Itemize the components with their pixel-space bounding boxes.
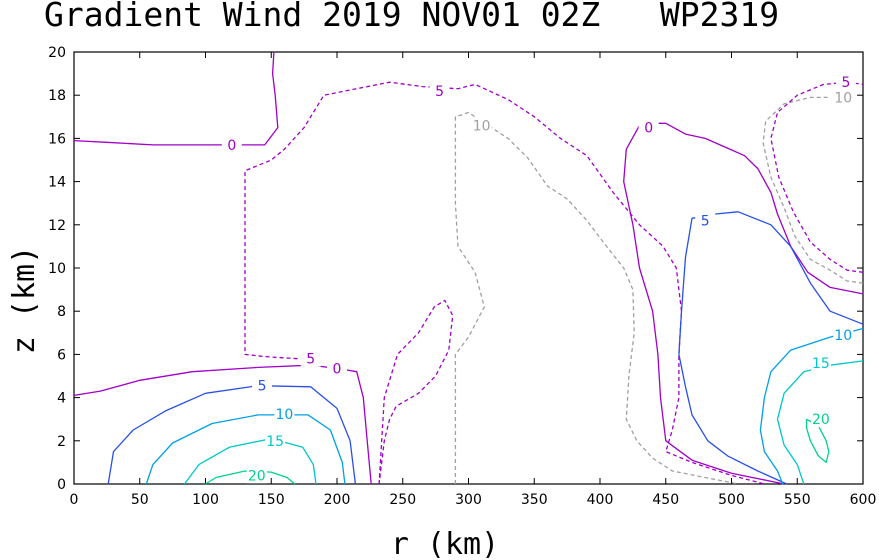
plot-frame <box>73 51 864 485</box>
contour-line <box>454 111 739 485</box>
contour-line <box>770 81 864 273</box>
contour-line <box>678 211 864 485</box>
contour-label: 5 <box>841 75 850 91</box>
x-tick-label: 50 <box>131 492 149 508</box>
x-tick-label: 200 <box>324 492 351 508</box>
y-tick-label: 8 <box>57 304 66 320</box>
contour-label: 10 <box>275 407 293 423</box>
y-tick-label: 6 <box>57 347 66 363</box>
contour-label-bg <box>835 74 856 91</box>
contour-label: 10 <box>473 118 491 134</box>
contour-label: 10 <box>834 328 852 344</box>
contour-label: 0 <box>227 138 236 154</box>
contour-line <box>107 385 357 485</box>
x-tick-label: 0 <box>70 492 79 508</box>
contour-label: 20 <box>248 468 266 484</box>
x-tick-label: 500 <box>718 492 745 508</box>
axis-ticks: 0 50 100 150 200 250 300 350 400 450 500 550 6000246… <box>48 45 876 508</box>
contour-label: 5 <box>701 213 710 229</box>
y-tick-label: 10 <box>48 261 66 277</box>
y-tick-label: 20 <box>48 45 66 61</box>
contour-line <box>759 327 864 485</box>
contour-label-bg <box>429 82 450 99</box>
contour-label-bg <box>638 119 659 136</box>
contour-line <box>73 364 372 485</box>
x-tick-label: 600 <box>850 492 877 508</box>
x-tick-label: 450 <box>652 492 679 508</box>
contour-label: 15 <box>266 434 284 450</box>
contour-line <box>805 418 830 464</box>
contour-label-bg <box>327 360 347 377</box>
x-tick-label: 350 <box>521 492 548 508</box>
x-tick-label: 250 <box>389 492 416 508</box>
x-tick-label: 300 <box>455 492 482 508</box>
contour-line <box>762 96 864 284</box>
contour-label: 5 <box>435 84 444 100</box>
y-tick-label: 18 <box>48 88 66 104</box>
contour-line <box>244 81 765 485</box>
contour-line <box>145 414 346 485</box>
contour-label-bg <box>246 467 267 484</box>
contour-label: 15 <box>812 356 830 372</box>
contour-label-bg <box>833 326 854 343</box>
x-tick-label: 400 <box>587 492 614 508</box>
y-tick-label: 0 <box>57 477 66 493</box>
contour-label-bg <box>252 377 273 394</box>
contour-label: 10 <box>834 90 852 106</box>
contour-label-bg <box>471 117 492 134</box>
contour-label-bg <box>221 136 242 153</box>
y-tick-label: 16 <box>48 131 66 147</box>
x-axis-label: r (km) <box>391 527 499 560</box>
contour-label: 5 <box>258 379 267 395</box>
contour-label-bg <box>300 350 321 367</box>
contour-line <box>378 299 454 485</box>
y-tick-label: 2 <box>57 434 66 450</box>
x-tick-label: 550 <box>784 492 811 508</box>
contour-label: 0 <box>644 121 653 137</box>
contour-label: 0 <box>333 361 342 377</box>
contour-label-bg <box>274 405 295 422</box>
y-tick-label: 14 <box>48 175 66 191</box>
contour-line <box>73 51 279 146</box>
x-tick-label: 150 <box>258 492 285 508</box>
contour-label: 20 <box>812 412 830 428</box>
contour-label-bg <box>810 411 831 428</box>
contour-lines <box>73 51 864 485</box>
contour-label-bg <box>810 355 831 372</box>
contour-label-bg <box>695 212 716 229</box>
y-tick-label: 12 <box>48 218 66 234</box>
y-axis-label: z (km) <box>7 246 42 354</box>
contour-label-bg <box>833 89 854 106</box>
y-tick-label: 4 <box>57 391 66 407</box>
contour-line <box>623 122 864 485</box>
chart-title: Gradient Wind 2019 NOV01 02Z WP2319 <box>44 0 779 34</box>
contour-label: 5 <box>306 352 315 368</box>
x-tick-label: 100 <box>192 492 219 508</box>
contour-label-bg <box>265 432 286 449</box>
